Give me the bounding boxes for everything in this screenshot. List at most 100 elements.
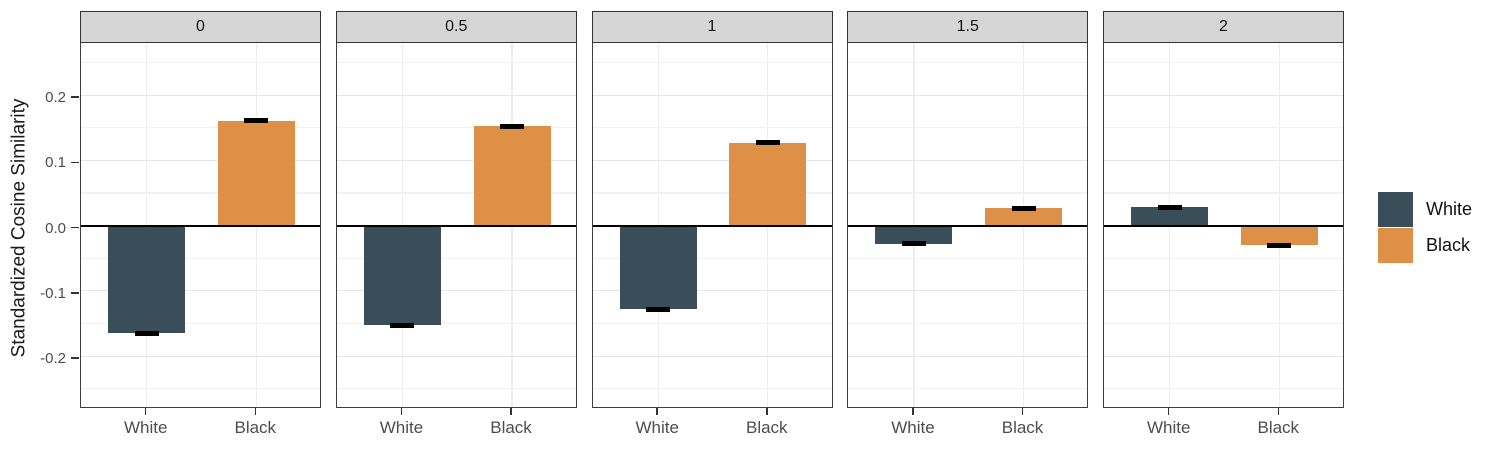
gridline-minor — [1104, 257, 1343, 259]
gridline-minor — [848, 388, 1088, 390]
facet-strip-label: 0 — [196, 18, 205, 35]
x-tick-label: White — [379, 418, 424, 437]
gridline-minor — [592, 388, 832, 390]
facet-strip: 1 — [591, 11, 833, 43]
zero-line — [336, 224, 576, 227]
x-tick-label: White — [635, 418, 679, 437]
gridline-minor — [592, 127, 832, 129]
zero-line — [1104, 224, 1343, 227]
gridline-minor — [81, 257, 320, 259]
bar-black — [729, 142, 807, 226]
gridline-minor — [81, 388, 320, 390]
y-tick-label: 0.2 — [45, 89, 66, 107]
gridline-major — [81, 159, 320, 161]
facet-panel: 1 White Black — [591, 11, 833, 446]
bar-black — [217, 120, 295, 226]
y-tick-mark — [71, 226, 79, 229]
x-tick-mark — [912, 408, 914, 415]
legend-entry-black: Black — [1378, 228, 1472, 263]
gridline-minor — [592, 257, 832, 259]
facet-strip-label: 2 — [1219, 18, 1228, 35]
plot-area — [591, 43, 833, 408]
x-tick-mark — [400, 408, 403, 415]
y-tick-label: 0.0 — [45, 219, 66, 237]
gridline-major — [848, 94, 1088, 96]
gridline-major — [848, 290, 1088, 292]
error-bar-black — [1011, 205, 1036, 211]
gridline-major — [592, 94, 832, 96]
facet-panel: 0.5 White Black — [335, 11, 577, 446]
gridline-major — [1104, 290, 1343, 292]
gridline-minor — [336, 257, 576, 259]
x-axis: White Black — [80, 408, 321, 446]
gridline-major — [848, 355, 1088, 357]
legend-entry-white: White — [1378, 192, 1472, 227]
error-bar-white — [390, 322, 415, 328]
x-axis: White Black — [592, 408, 833, 446]
error-bar-black — [1267, 242, 1292, 248]
gridline-major — [1104, 94, 1343, 96]
gridline-major — [1104, 159, 1343, 161]
gridline-minor — [336, 388, 576, 390]
gridline-minor — [1104, 61, 1343, 64]
facet-panel: 1.5 White Black — [847, 11, 1089, 446]
zero-line — [848, 224, 1088, 227]
y-tick-mark — [71, 96, 79, 98]
y-tick-label: 0.1 — [45, 154, 66, 172]
facet-strip: 2 — [1103, 11, 1344, 43]
gridline-major — [592, 290, 832, 292]
y-tick-mark — [71, 357, 79, 359]
gridline-minor — [336, 322, 576, 325]
legend-label-black: Black — [1426, 235, 1471, 255]
y-tick-label: -0.2 — [40, 350, 66, 368]
legend-label-white: White — [1426, 199, 1473, 219]
bar-black — [985, 208, 1063, 226]
bar-white — [108, 225, 186, 334]
gridline-minor — [1104, 192, 1343, 194]
gridline-minor — [81, 61, 320, 64]
gridline-minor — [81, 127, 320, 129]
gridline-minor — [1104, 388, 1343, 390]
gridline-major — [848, 159, 1088, 161]
gridline-major — [336, 159, 576, 161]
legend-key-black-swatch — [1378, 228, 1413, 263]
x-tick-mark — [1021, 408, 1024, 415]
x-tick-mark — [144, 408, 147, 415]
gridline-minor — [592, 61, 832, 64]
facet-strip-label: 1.5 — [956, 18, 979, 35]
gridline-minor — [336, 192, 576, 194]
x-tick-label: Black — [1001, 418, 1044, 437]
error-bar-black — [755, 140, 780, 146]
x-tick-mark — [1277, 408, 1280, 415]
gridline-minor — [592, 322, 832, 325]
bar-black — [473, 126, 551, 226]
gridline-minor — [81, 322, 320, 325]
gridline-minor — [848, 322, 1088, 325]
error-bar-white — [646, 306, 671, 312]
bar-white — [619, 225, 697, 310]
x-tick-label: Black — [490, 418, 532, 437]
gridline-minor — [848, 257, 1088, 259]
gridline-major — [592, 355, 832, 357]
gridline-major — [336, 355, 576, 357]
gridline-major — [336, 94, 576, 96]
plot-area — [847, 43, 1089, 408]
gridline-minor — [1104, 322, 1343, 325]
x-tick-mark — [254, 408, 257, 415]
gridline-minor — [336, 127, 576, 129]
facet-strip-label: 1 — [707, 18, 717, 35]
plot-area — [80, 43, 321, 408]
zero-line — [81, 224, 320, 227]
gridline-major — [81, 355, 320, 357]
y-tick-label: -0.1 — [40, 284, 66, 302]
x-axis: White Black — [336, 408, 577, 446]
x-axis: White Black — [847, 408, 1088, 446]
plot-area — [1103, 43, 1344, 408]
gridline-major — [336, 290, 576, 292]
bar-black — [1240, 225, 1318, 246]
x-tick-label: White — [123, 418, 168, 437]
x-tick-mark — [1167, 408, 1170, 415]
legend-key-white-swatch — [1378, 192, 1413, 227]
gridline-major — [592, 159, 832, 161]
